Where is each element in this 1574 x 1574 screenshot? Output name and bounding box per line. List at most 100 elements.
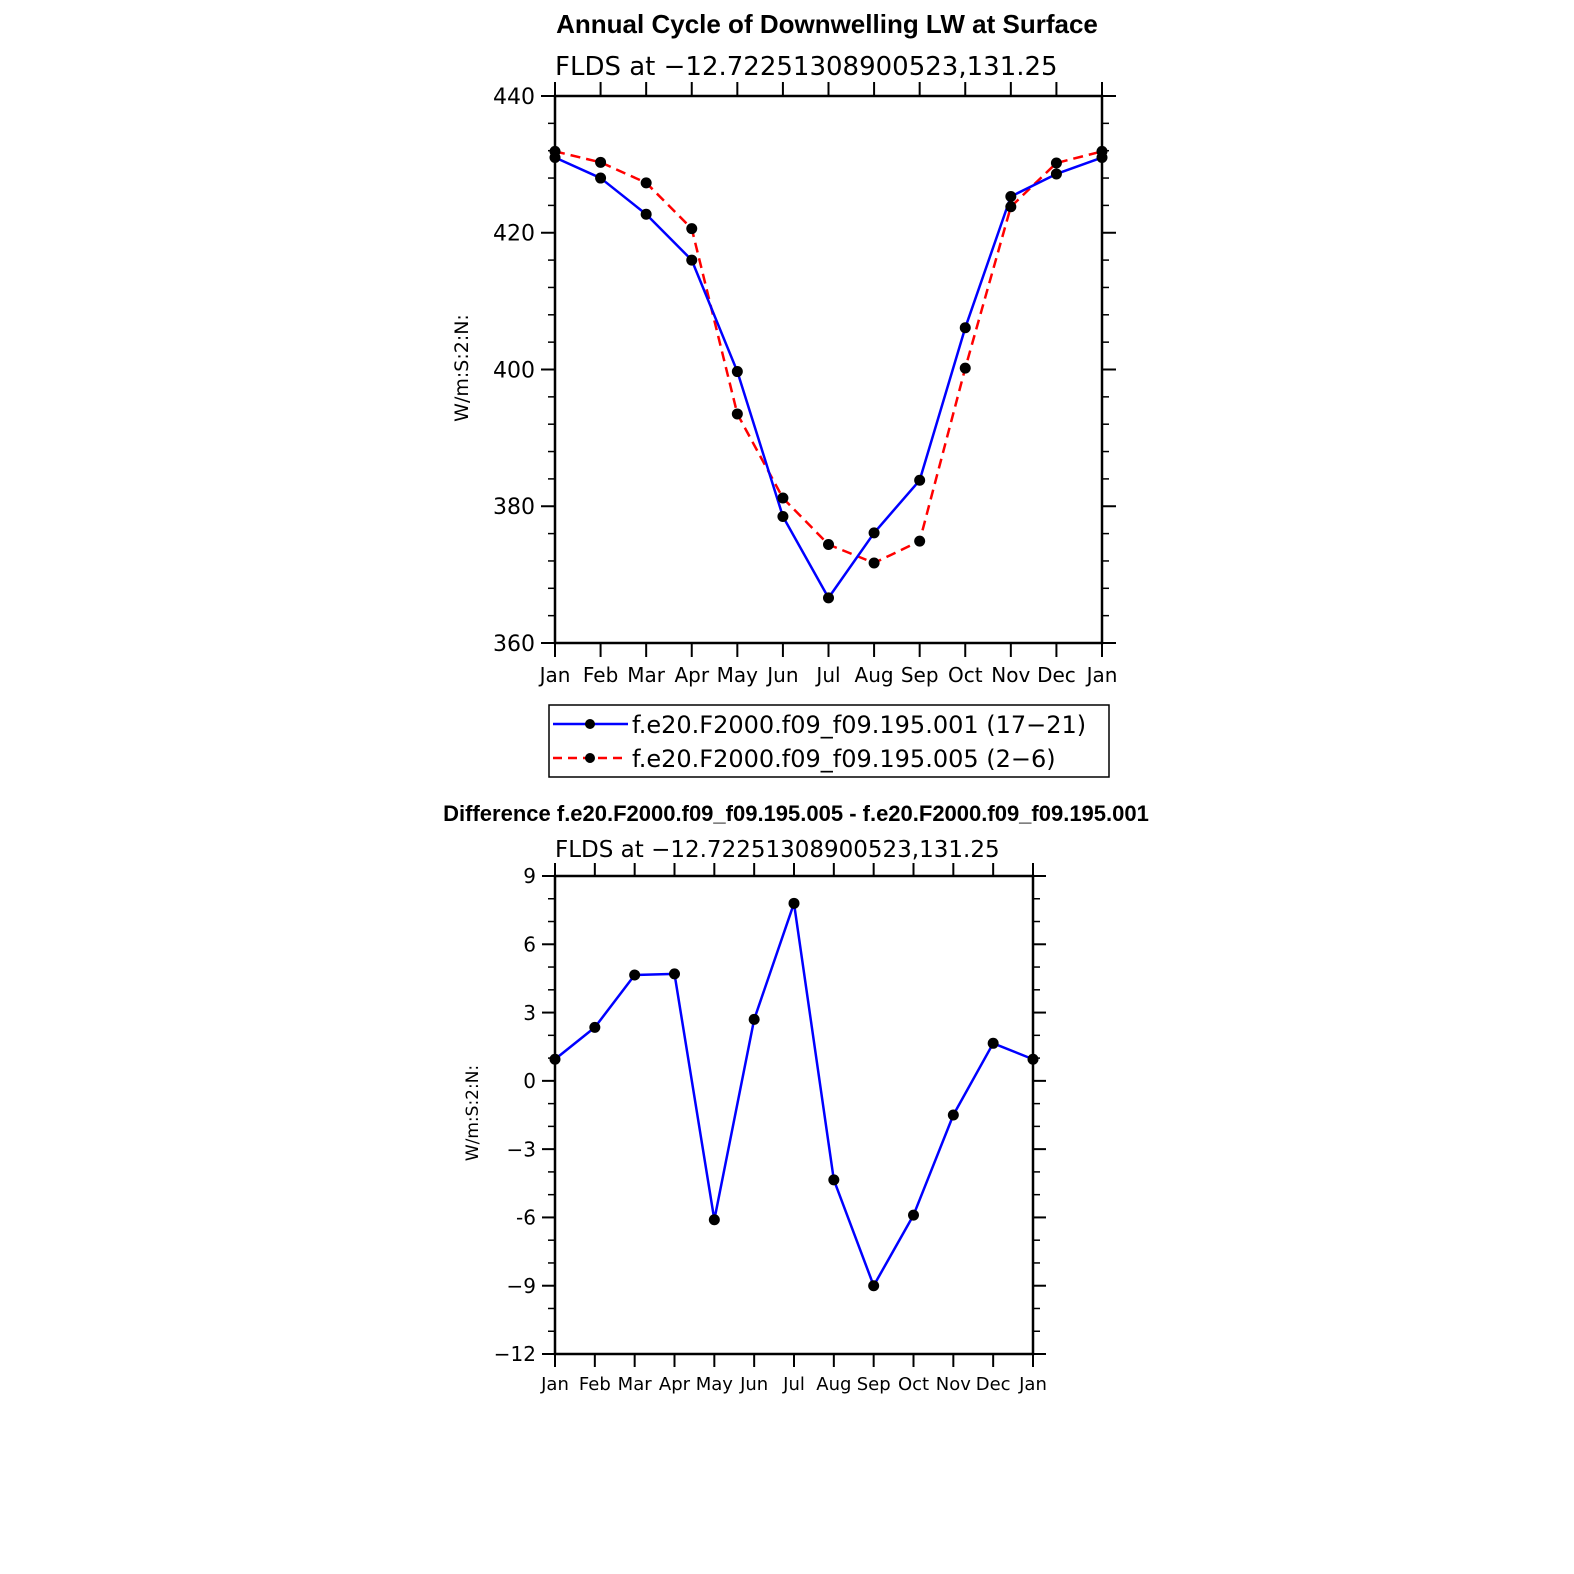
series-2-point — [686, 223, 698, 235]
annual-cycle-chart: Annual Cycle of Downwelling LW at Surfac… — [451, 9, 1118, 778]
x-tick-label: Jul — [814, 663, 840, 687]
chart-title: Difference f.e20.F2000.f09_f09.195.005 -… — [443, 801, 1149, 826]
x-tick-label: Jan — [1018, 1374, 1047, 1395]
series-1-point — [823, 592, 834, 604]
series-1-point — [868, 1280, 880, 1292]
series-2-point — [959, 362, 971, 374]
series-1-point — [549, 1053, 561, 1065]
series-2-point — [640, 177, 652, 189]
x-tick-label: Nov — [991, 663, 1030, 687]
y-axis-label: W/m:S:2:N: — [451, 314, 473, 422]
x-tick-label: Oct — [898, 1374, 929, 1395]
series-1-point — [959, 322, 971, 334]
series-1-point — [731, 366, 743, 378]
series-2-point — [777, 492, 789, 504]
series-1-point — [686, 254, 698, 266]
axes-frame — [541, 82, 1116, 657]
legend-label-series-2: f.e20.F2000.f09_f09.195.005 (2−6) — [632, 745, 1056, 773]
x-tick-label: Oct — [948, 663, 983, 687]
y-tick-label: −12 — [494, 1342, 536, 1366]
x-tick-label: Feb — [583, 663, 618, 687]
x-tick-label: Aug — [855, 663, 894, 687]
x-tick-label: Jan — [538, 663, 571, 687]
series-2-point — [823, 539, 834, 551]
x-tick-label: Dec — [976, 1374, 1011, 1395]
y-tick-label: 440 — [493, 85, 535, 110]
legend-box — [548, 704, 1110, 778]
x-tick-label: Nov — [936, 1374, 971, 1395]
x-tick-label: Mar — [627, 663, 666, 687]
y-tick-label: 6 — [523, 932, 536, 956]
series-1-point — [987, 1037, 999, 1049]
series-2-point — [868, 557, 880, 569]
x-tick-labels: Jan Feb Mar Apr May Jun Jul Aug Sep Oct Nov Dec Jan — [538, 663, 1118, 687]
y-tick-label: -6 — [516, 1206, 536, 1230]
y-tick-labels: 360 380 400 420 440 — [493, 85, 535, 657]
series-1-point — [640, 208, 652, 220]
y-tick-label: 400 — [493, 358, 535, 383]
series-1-point — [748, 1013, 760, 1025]
series-2-point — [1050, 157, 1062, 169]
chart-subtitle: FLDS at −12.72251308900523,131.25 — [555, 837, 1000, 863]
x-tick-label: Jun — [765, 663, 798, 687]
x-tick-label: May — [717, 663, 759, 687]
axes-frame — [542, 863, 1046, 1367]
y-tick-label: 0 — [523, 1069, 536, 1093]
y-tick-label: −9 — [507, 1274, 536, 1298]
x-tick-label: Jun — [739, 1374, 768, 1395]
series-1-point — [777, 511, 789, 523]
series-2-point — [595, 156, 607, 168]
x-tick-label: Mar — [618, 1374, 653, 1395]
x-tick-label: Feb — [579, 1374, 611, 1395]
chart-title: Annual Cycle of Downwelling LW at Surfac… — [556, 9, 1098, 39]
series-1-point — [549, 152, 561, 164]
series-2-point — [914, 535, 926, 547]
y-tick-label: 380 — [493, 495, 535, 520]
x-tick-label: Dec — [1037, 663, 1076, 687]
x-tick-label: Jan — [1085, 663, 1118, 687]
series-1-point — [629, 969, 641, 981]
y-tick-label: 3 — [523, 1001, 536, 1025]
y-tick-label: 9 — [523, 864, 536, 888]
series-1-point — [589, 1021, 601, 1033]
series-group — [549, 145, 1108, 604]
series-1-point — [1005, 191, 1017, 203]
series-1-point — [595, 172, 607, 184]
y-axis-label: W/m:S:2:N: — [463, 1065, 483, 1161]
series-2-point — [1005, 201, 1017, 213]
series-1-point — [1050, 168, 1062, 180]
legend: f.e20.F2000.f09_f09.195.001 (17−21) f.e2… — [548, 704, 1110, 778]
series-2-point — [731, 408, 743, 420]
series-1-point — [1096, 152, 1108, 164]
x-tick-label: Aug — [816, 1374, 851, 1395]
legend-marker-series-2 — [585, 753, 595, 763]
y-tick-label: 360 — [493, 632, 535, 657]
x-tick-label: Jul — [782, 1374, 805, 1395]
x-tick-label: Jan — [540, 1374, 569, 1395]
series-1-point — [868, 527, 880, 539]
series-1-point — [828, 1174, 840, 1186]
series-1-point — [908, 1209, 919, 1221]
series-1-point — [914, 474, 926, 486]
difference-chart: Difference f.e20.F2000.f09_f09.195.005 -… — [443, 801, 1149, 1395]
y-tick-labels: −12 −9 -6 −3 0 3 6 9 — [494, 864, 536, 1366]
y-tick-label: −3 — [507, 1137, 536, 1161]
x-tick-labels: Jan Feb Mar Apr May Jun Jul Aug Sep Oct Nov Dec Jan — [540, 1374, 1047, 1395]
series-1-point — [669, 968, 680, 980]
x-tick-label: Apr — [659, 1374, 691, 1395]
series-1-point — [788, 897, 800, 909]
legend-marker-series-1 — [585, 719, 595, 729]
legend-label-series-1: f.e20.F2000.f09_f09.195.001 (17−21) — [632, 711, 1086, 739]
x-tick-label: Sep — [901, 663, 939, 687]
chart-subtitle: FLDS at −12.72251308900523,131.25 — [555, 52, 1058, 82]
series-1-point — [947, 1109, 959, 1121]
x-tick-label: Sep — [857, 1374, 891, 1395]
series-group — [549, 897, 1039, 1292]
series-1-point — [1027, 1053, 1039, 1065]
series-1-point — [708, 1214, 720, 1226]
x-tick-label: May — [696, 1374, 734, 1395]
y-tick-label: 420 — [493, 222, 535, 247]
x-tick-label: Apr — [674, 663, 709, 687]
